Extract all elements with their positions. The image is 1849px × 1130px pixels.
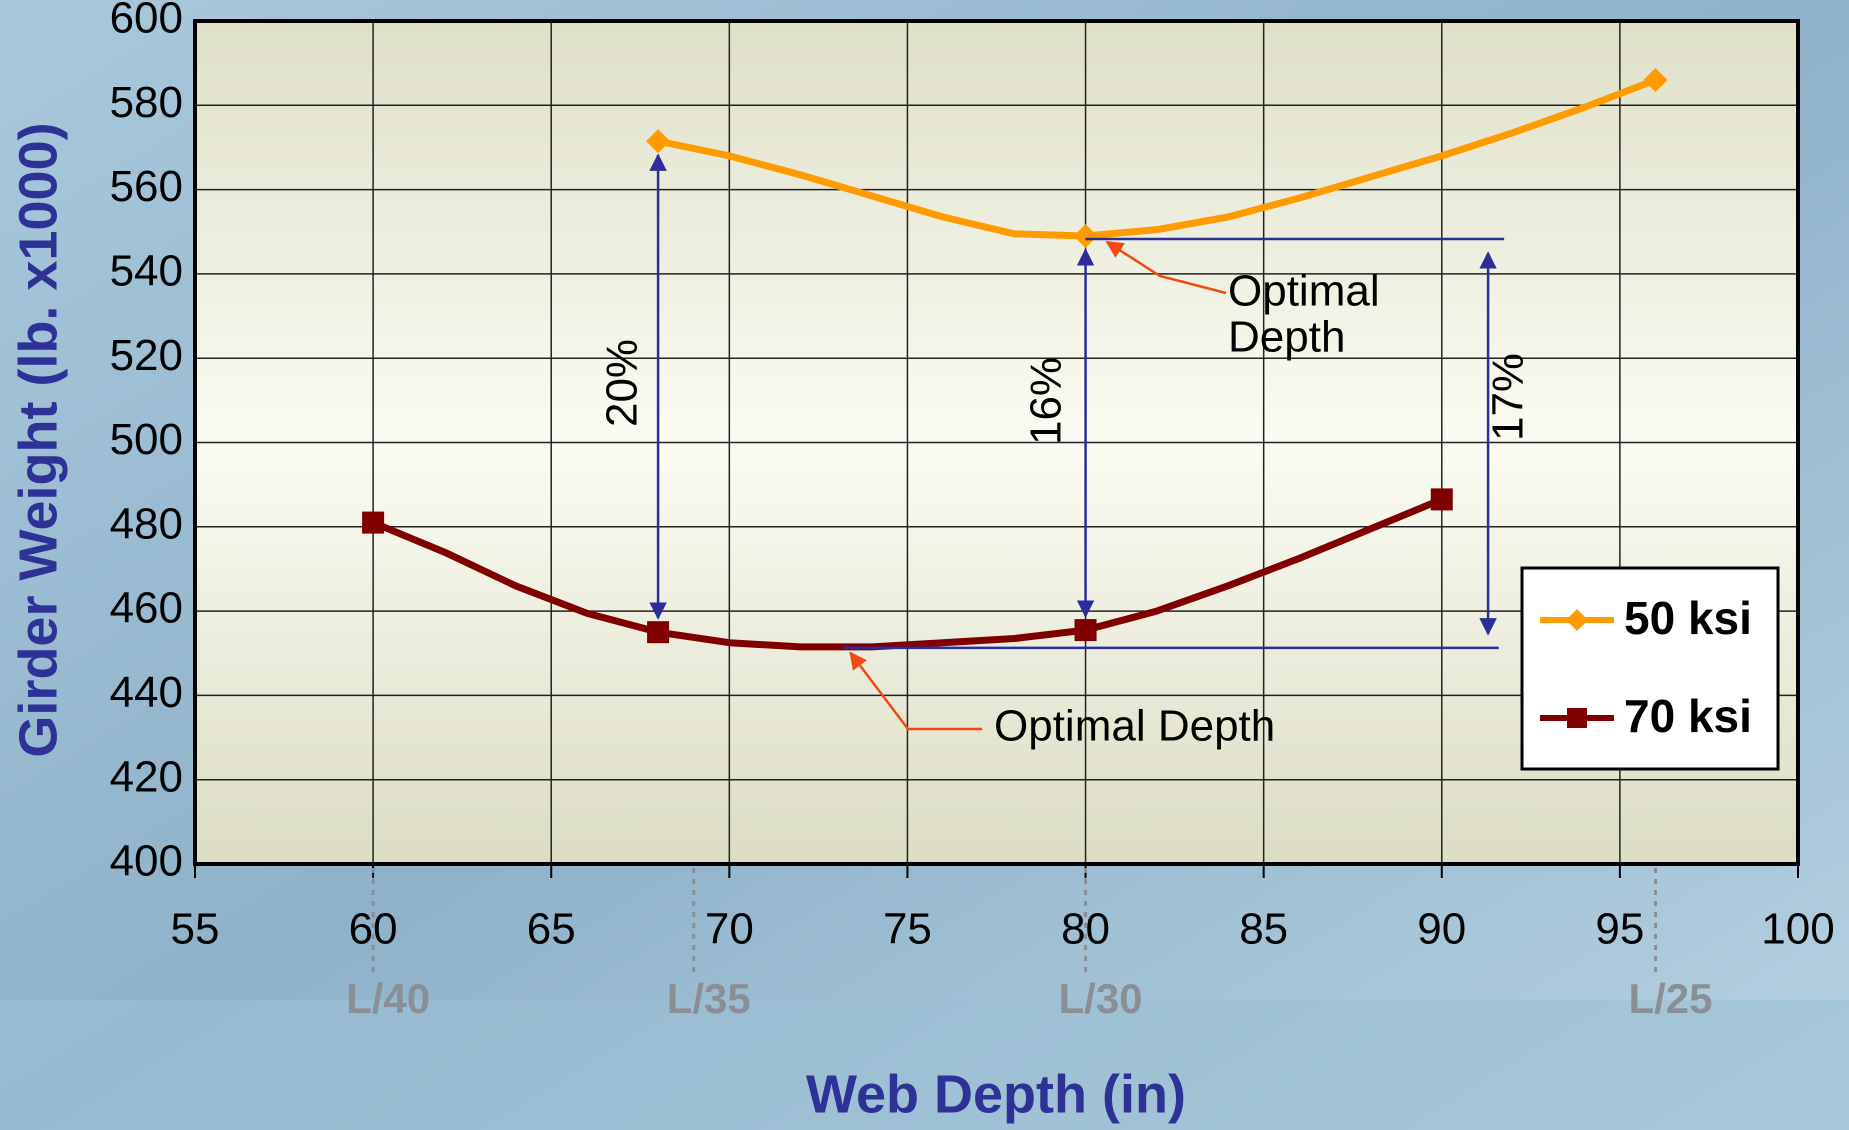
y-tick-label: 600 [110,0,183,43]
secondary-tick-label: L/30 [1059,975,1143,1022]
y-tick-label: 580 [110,78,183,127]
x-tick-label: 55 [171,905,220,954]
y-tick-label: 400 [110,837,183,886]
x-tick-label: 75 [883,905,932,954]
annotation: 17% [1484,353,1533,441]
annotation: Optimal Depth [994,702,1275,751]
x-tick-label: 65 [527,905,576,954]
annotation: 20% [598,339,647,427]
point-marker [1075,619,1097,641]
y-tick-label: 560 [110,162,183,211]
secondary-tick-label: L/40 [346,975,430,1022]
point-marker [1431,488,1453,510]
x-tick-label: 70 [705,905,754,954]
annotation: Optimal [1228,267,1380,316]
chart: Web Depth (in) Girder Weight (lb. x1000)… [0,0,1849,1130]
y-axis-title: Girder Weight (lb. x1000) [8,122,68,757]
x-tick-label: 90 [1417,905,1466,954]
x-axis-title: Web Depth (in) [806,1064,1186,1124]
legend-label: 50 ksi [1624,592,1752,644]
y-tick-label: 480 [110,499,183,548]
x-tick-label: 85 [1239,905,1288,954]
legend-label: 70 ksi [1624,690,1752,742]
secondary-tick-label: L/25 [1628,975,1712,1022]
annotation: 16% [1022,357,1071,445]
annotation: Depth [1228,313,1345,362]
legend-marker [1567,708,1587,728]
point-marker [647,621,669,643]
x-tick-label: 95 [1595,905,1644,954]
y-tick-label: 540 [110,247,183,296]
y-tick-label: 420 [110,752,183,801]
y-tick-label: 460 [110,584,183,633]
y-tick-label: 440 [110,668,183,717]
y-tick-label: 520 [110,331,183,380]
x-tick-label: 100 [1761,905,1834,954]
y-tick-label: 500 [110,415,183,464]
point-marker [362,512,384,534]
secondary-tick-label: L/35 [667,975,751,1022]
